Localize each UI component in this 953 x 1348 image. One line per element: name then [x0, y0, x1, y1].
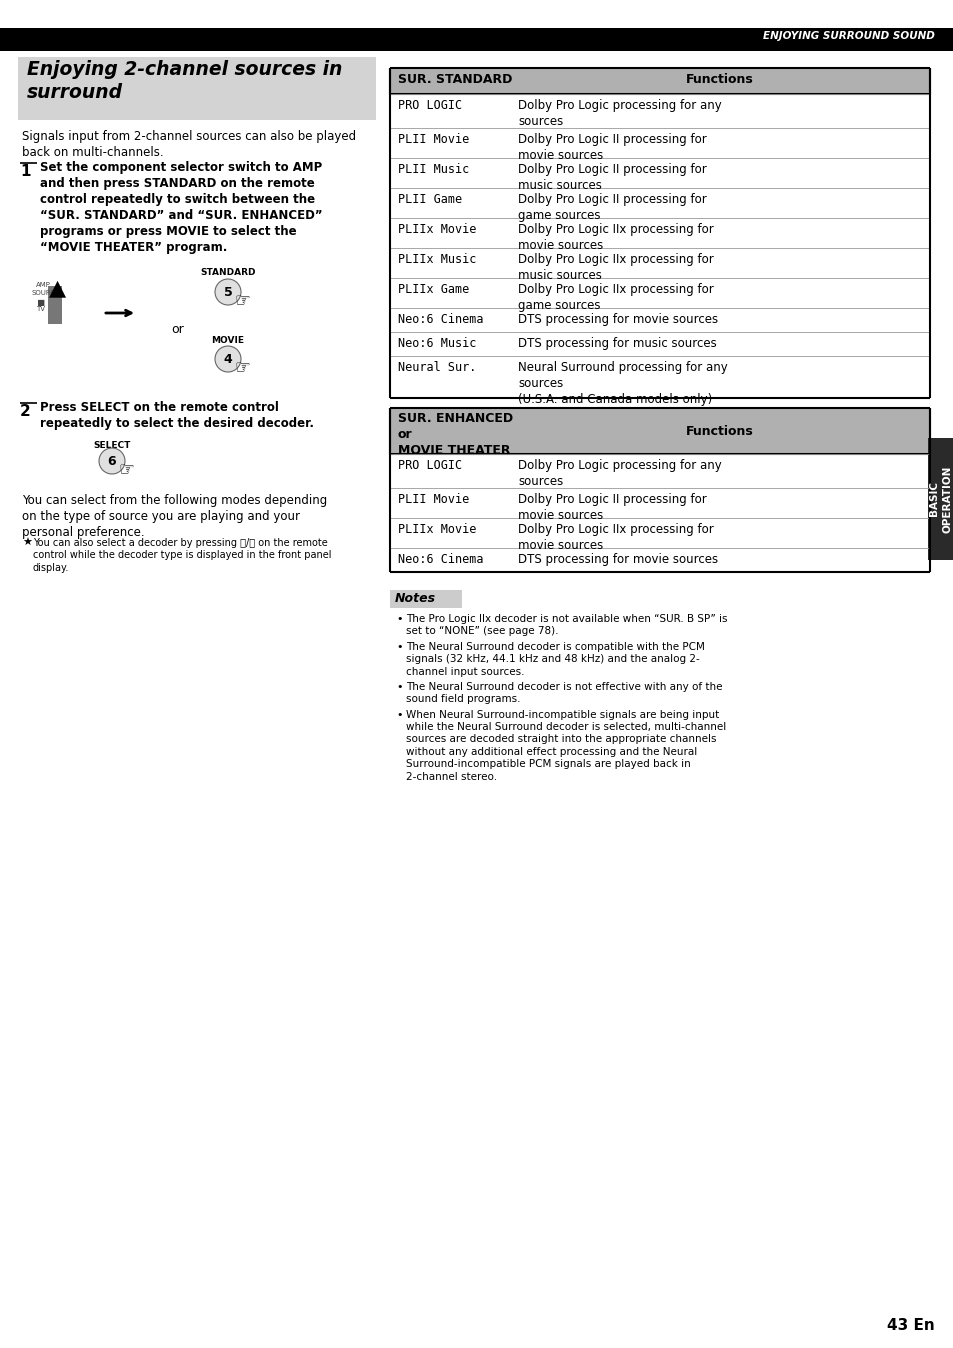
Bar	[18, 57, 375, 120]
Bar	[390, 590, 461, 608]
Text: ▲: ▲	[50, 278, 67, 298]
Text: Functions: Functions	[685, 425, 753, 438]
Circle shape	[214, 279, 241, 305]
Text: Neo:6 Cinema: Neo:6 Cinema	[397, 313, 483, 326]
Text: PRO LOGIC: PRO LOGIC	[397, 460, 461, 472]
Text: STANDARD: STANDARD	[200, 268, 255, 276]
Text: DTS processing for movie sources: DTS processing for movie sources	[517, 553, 718, 566]
Text: PLIIx Movie: PLIIx Movie	[397, 222, 476, 236]
Text: •: •	[395, 709, 402, 720]
Text: ☞: ☞	[233, 359, 250, 376]
Text: Neural Surround processing for any
sources
(U.S.A. and Canada models only): Neural Surround processing for any sourc…	[517, 361, 727, 406]
Text: •: •	[395, 642, 402, 652]
Text: The Neural Surround decoder is not effective with any of the
sound field program: The Neural Surround decoder is not effec…	[406, 682, 721, 704]
Text: BASIC
OPERATION: BASIC OPERATION	[928, 465, 952, 532]
Text: Signals input from 2-channel sources can also be played
back on multi-channels.: Signals input from 2-channel sources can…	[22, 129, 355, 159]
Text: Dolby Pro Logic IIx processing for
movie sources: Dolby Pro Logic IIx processing for movie…	[517, 222, 713, 252]
Text: SUR. ENHANCED
or
MOVIE THEATER: SUR. ENHANCED or MOVIE THEATER	[397, 412, 513, 457]
Text: MOVIE: MOVIE	[212, 336, 244, 345]
Bar	[48, 286, 62, 324]
Text: PLII Movie: PLII Movie	[397, 493, 469, 506]
Text: PLII Movie: PLII Movie	[397, 133, 469, 146]
Text: ENJOYING SURROUND SOUND: ENJOYING SURROUND SOUND	[762, 31, 934, 40]
Text: Neo:6 Music: Neo:6 Music	[397, 337, 476, 350]
Bar	[927, 438, 953, 559]
Text: Dolby Pro Logic IIx processing for
movie sources: Dolby Pro Logic IIx processing for movie…	[517, 523, 713, 551]
Text: Press SELECT on the remote control
repeatedly to select the desired decoder.: Press SELECT on the remote control repea…	[40, 400, 314, 430]
Text: Enjoying 2-channel sources in
surround: Enjoying 2-channel sources in surround	[27, 61, 342, 102]
Text: Dolby Pro Logic II processing for
music sources: Dolby Pro Logic II processing for music …	[517, 163, 706, 191]
Bar	[390, 408, 929, 454]
Text: TV: TV	[36, 306, 45, 311]
Text: PLIIx Music: PLIIx Music	[397, 253, 476, 266]
Text: Dolby Pro Logic processing for any
sources: Dolby Pro Logic processing for any sourc…	[517, 98, 721, 128]
Text: 6: 6	[108, 456, 116, 468]
Text: or: or	[172, 324, 184, 336]
Text: PLIIx Game: PLIIx Game	[397, 283, 469, 297]
Text: •: •	[395, 613, 402, 624]
Text: Dolby Pro Logic II processing for
game sources: Dolby Pro Logic II processing for game s…	[517, 193, 706, 222]
Text: ☞: ☞	[118, 460, 134, 479]
Bar	[0, 28, 953, 51]
Text: 2: 2	[20, 404, 30, 419]
Text: Dolby Pro Logic IIx processing for
game sources: Dolby Pro Logic IIx processing for game …	[517, 283, 713, 311]
Circle shape	[99, 448, 125, 474]
Bar	[390, 67, 929, 94]
Text: 1: 1	[20, 164, 30, 179]
Text: Dolby Pro Logic IIx processing for
music sources: Dolby Pro Logic IIx processing for music…	[517, 253, 713, 282]
Text: When Neural Surround-incompatible signals are being input
while the Neural Surro: When Neural Surround-incompatible signal…	[406, 709, 725, 782]
Text: DTS processing for movie sources: DTS processing for movie sources	[517, 313, 718, 326]
Text: ☞: ☞	[233, 291, 250, 309]
Text: •: •	[395, 682, 402, 692]
Text: PLII Game: PLII Game	[397, 193, 461, 206]
Text: PLII Music: PLII Music	[397, 163, 469, 177]
Text: ★: ★	[22, 538, 32, 549]
Text: You can select from the following modes depending
on the type of source you are : You can select from the following modes …	[22, 493, 327, 539]
Text: 4: 4	[223, 353, 233, 367]
Text: Dolby Pro Logic II processing for
movie sources: Dolby Pro Logic II processing for movie …	[517, 133, 706, 162]
Text: SELECT: SELECT	[93, 441, 131, 450]
Text: 5: 5	[223, 286, 233, 299]
Text: SOURCE: SOURCE	[32, 290, 60, 297]
Text: Dolby Pro Logic II processing for
movie sources: Dolby Pro Logic II processing for movie …	[517, 493, 706, 522]
Text: AMP: AMP	[36, 282, 51, 288]
Text: PRO LOGIC: PRO LOGIC	[397, 98, 461, 112]
Text: Neural Sur.: Neural Sur.	[397, 361, 476, 373]
Text: Notes: Notes	[395, 592, 436, 605]
Text: The Pro Logic IIx decoder is not available when “SUR. B SP” is
set to “NONE” (se: The Pro Logic IIx decoder is not availab…	[406, 613, 727, 636]
Text: You can also select a decoder by pressing 〈/〉 on the remote
control while the de: You can also select a decoder by pressin…	[33, 538, 331, 573]
Text: ■: ■	[32, 298, 45, 307]
Text: The Neural Surround decoder is compatible with the PCM
signals (32 kHz, 44.1 kHz: The Neural Surround decoder is compatibl…	[406, 642, 704, 677]
Text: Dolby Pro Logic processing for any
sources: Dolby Pro Logic processing for any sourc…	[517, 460, 721, 488]
Circle shape	[214, 346, 241, 372]
Text: Functions: Functions	[685, 73, 753, 86]
Text: DTS processing for music sources: DTS processing for music sources	[517, 337, 716, 350]
Text: Set the component selector switch to AMP
and then press STANDARD on the remote
c: Set the component selector switch to AMP…	[40, 160, 322, 253]
Text: SUR. STANDARD: SUR. STANDARD	[397, 73, 512, 86]
Text: 43 En: 43 En	[886, 1318, 934, 1333]
Text: Neo:6 Cinema: Neo:6 Cinema	[397, 553, 483, 566]
Text: PLIIx Movie: PLIIx Movie	[397, 523, 476, 537]
